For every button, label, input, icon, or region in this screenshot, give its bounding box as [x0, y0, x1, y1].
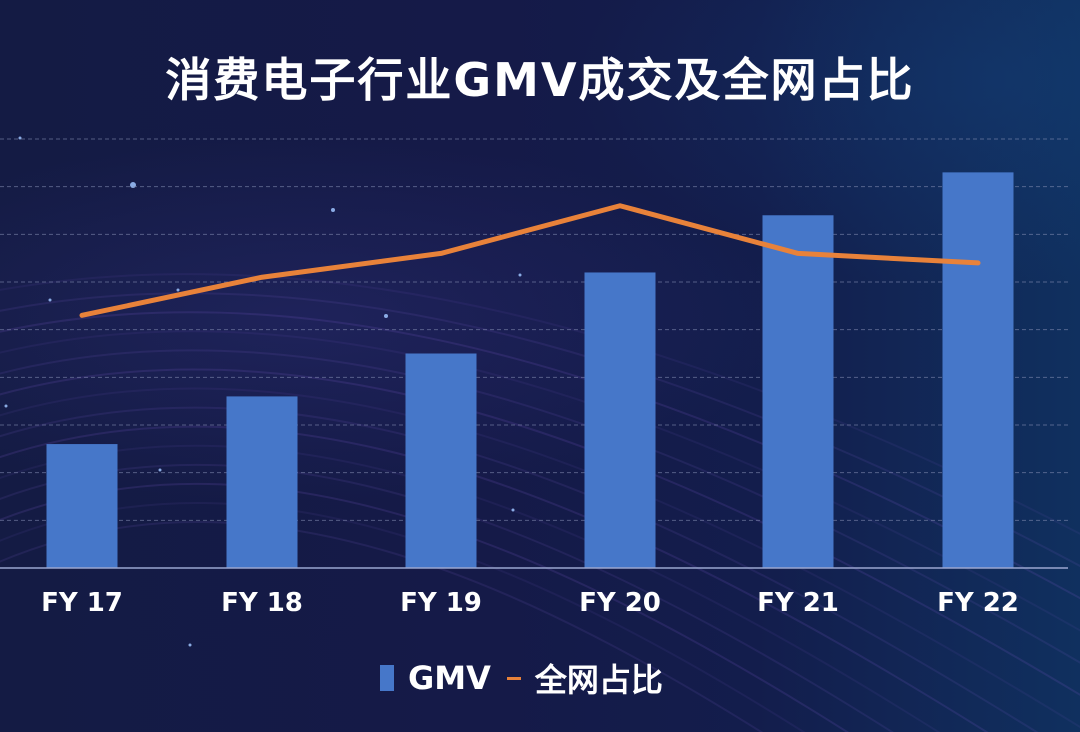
x-axis-label: FY 17 [41, 588, 123, 618]
gmv-bar [942, 172, 1014, 568]
gridlines [0, 138, 1068, 521]
share-line [79, 203, 981, 318]
gmv-bars [46, 172, 1014, 568]
legend: GMV 全网占比 [380, 656, 663, 700]
gmv-bar [405, 353, 477, 568]
legend-label-share: 全网占比 [534, 661, 663, 699]
gmv-bar [226, 396, 298, 568]
background-stars [4, 78, 747, 647]
bar-swatch-icon [380, 665, 394, 691]
gmv-bar [584, 272, 656, 568]
gmv-bar [762, 215, 834, 568]
gmv-bar [46, 444, 118, 568]
x-axis-label: FY 20 [579, 588, 661, 618]
line-swatch-icon [506, 676, 521, 680]
legend-label-gmv: GMV [408, 659, 491, 697]
x-axis-label: FY 19 [400, 588, 482, 618]
x-axis-label: FY 18 [221, 588, 303, 618]
x-axis-label: FY 21 [757, 588, 839, 618]
x-axis-label: FY 22 [937, 588, 1019, 618]
chart-title: 消费电子行业GMV成交及全网占比 [165, 53, 915, 107]
